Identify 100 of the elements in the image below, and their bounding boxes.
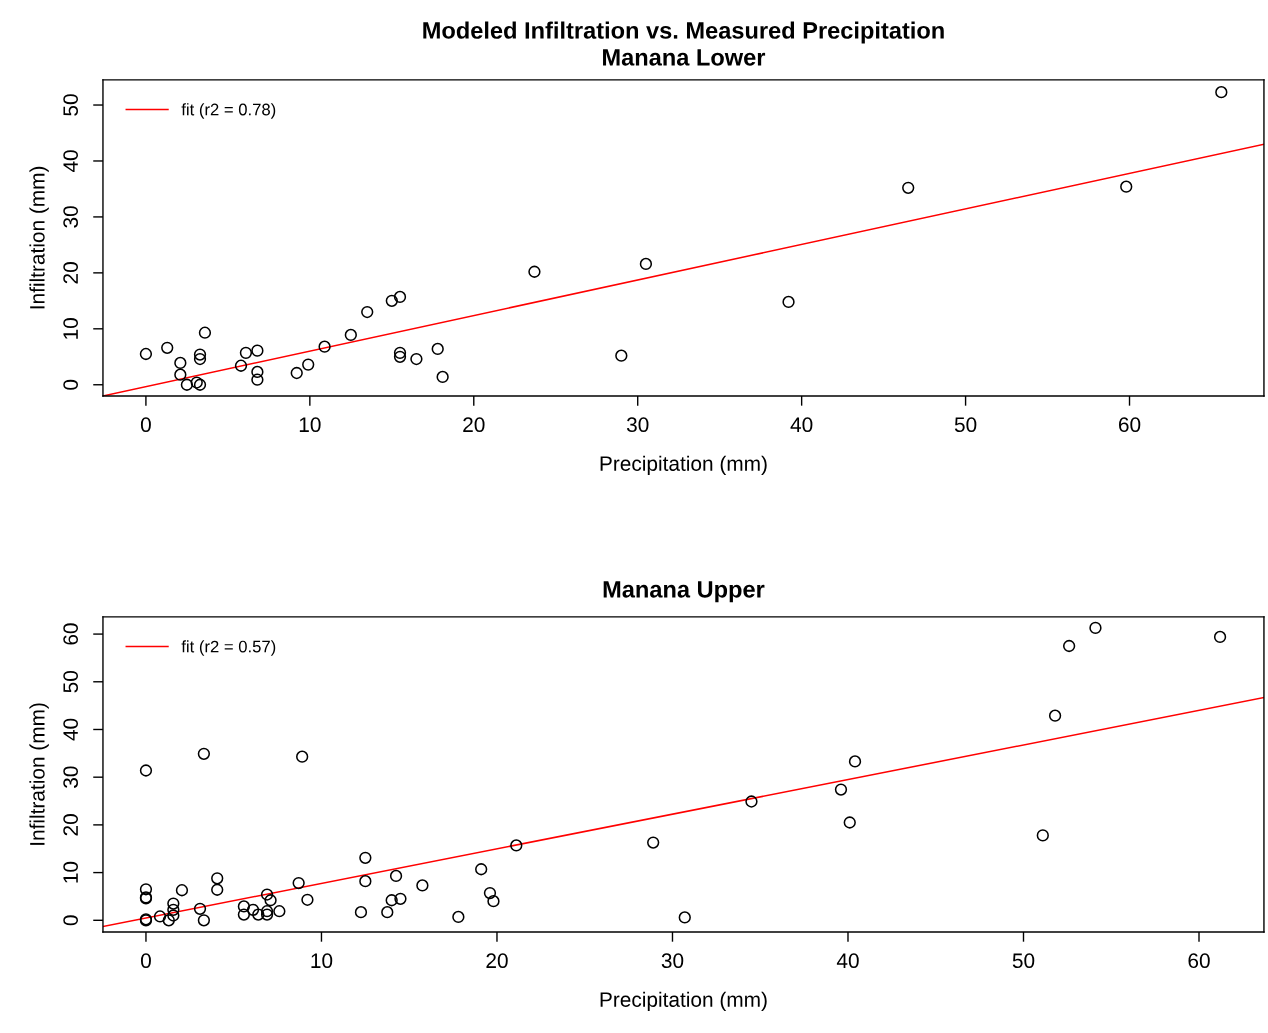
point [190,376,203,389]
y-tick-label: 20 [63,814,79,836]
point [361,305,374,319]
point [211,883,224,896]
point [393,350,407,363]
point [198,326,212,339]
x-tick-label: 60 [1188,953,1210,969]
point [393,290,407,304]
point [1213,630,1227,644]
point [197,747,211,760]
point [234,359,248,372]
point [162,914,175,927]
point [344,328,357,342]
point [292,876,305,890]
point [211,872,224,885]
point [167,903,180,916]
point [251,365,264,379]
point [167,897,180,910]
point [139,347,153,361]
point [385,294,398,307]
point [359,851,372,864]
x-tick-label: 10 [311,953,333,969]
x-tick-label: 40 [836,953,859,969]
point [510,839,523,852]
point [153,910,167,923]
y-tick-label: 0 [63,915,79,926]
point [475,863,488,876]
legend-label: fit (r2 = 0.57) [181,640,276,656]
point [843,816,856,829]
point [197,914,211,927]
y-tick-label: 40 [63,150,79,173]
point [1089,621,1102,635]
point [416,879,429,892]
x-tick-label: 0 [140,953,151,969]
point [296,750,309,763]
point [1215,86,1228,99]
y-tick-label: 20 [63,262,79,284]
point [290,366,303,380]
point [848,755,862,768]
point [615,349,628,362]
point [174,356,187,370]
point [239,346,253,360]
y-tick-label: 30 [63,206,79,228]
y-tick-label: 30 [63,766,79,788]
point [180,378,194,391]
point [301,893,314,906]
point [359,875,372,888]
point [483,886,497,900]
x-tick-label: 0 [140,417,151,433]
point [782,295,795,309]
point [264,894,277,907]
x-axis-title: Precipitation (mm) [600,455,767,476]
point [1048,709,1062,722]
point [318,340,331,353]
y-axis-title: Infiltration (mm) [29,703,49,845]
point [193,348,207,361]
x-tick-label: 50 [1012,953,1035,969]
y-tick-label: 50 [63,671,79,693]
point [1120,180,1133,193]
point [394,892,407,905]
point [745,795,758,808]
point [639,257,653,271]
point [302,358,315,371]
point [193,378,207,391]
y-tick-label: 60 [63,623,79,645]
chart-title: Manana Upper [603,581,765,603]
point [902,181,915,194]
y-tick-label: 10 [63,318,79,339]
y-axis-title: Infiltration (mm) [29,166,49,309]
point [237,908,251,921]
x-tick-label: 60 [1118,417,1141,433]
point [139,883,153,896]
point [167,909,180,922]
y-tick-label: 50 [63,94,79,116]
point [273,905,286,918]
point [528,265,541,278]
point [237,900,251,913]
y-tick-label: 0 [63,379,79,390]
x-tick-label: 30 [626,417,649,433]
point [381,906,394,919]
y-tick-label: 40 [63,718,79,741]
point [193,902,207,915]
point [385,894,398,907]
x-tick-label: 20 [486,953,508,969]
point [487,895,500,908]
point [251,373,264,386]
point [354,906,368,919]
point [174,368,187,381]
point [452,910,465,924]
x-tick-label: 50 [954,417,977,433]
point [834,783,848,796]
point [678,911,691,924]
point [410,352,423,366]
point [393,346,407,360]
point [389,869,403,883]
point [260,888,274,901]
y-tick-label: 10 [63,861,79,883]
point [139,764,153,777]
point [431,342,444,356]
legend-label: fit (r2 = 0.78) [181,103,276,119]
